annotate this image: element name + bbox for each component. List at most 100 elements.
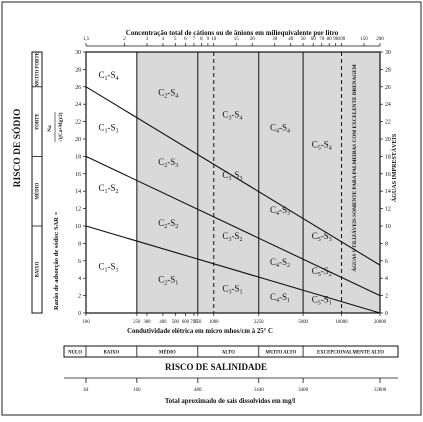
y-axis-tick-label-left: 22 — [75, 120, 81, 126]
top-axis-tick-label: 2 — [123, 37, 126, 42]
y-axis-formula-den: √((Ca+Mg)/2) — [58, 112, 64, 142]
y-axis-tick-label-left: 8 — [78, 241, 81, 247]
tds-axis-tick-label: 160 — [133, 388, 141, 393]
y-axis-tick-label-left: 4 — [78, 276, 81, 282]
y-axis-tick-label-right: 18 — [385, 154, 391, 160]
salinity-zone-label: BAIXO — [104, 351, 120, 356]
y-axis-tick-label-left: 30 — [75, 50, 81, 56]
y-axis-tick-label-right: 14 — [385, 189, 391, 195]
x-axis-tick-label: 400 — [159, 320, 167, 325]
x-axis-tick-label: 20000 — [374, 320, 387, 325]
salinity-zone-label: EXCEPCIONALMENTE ALTO — [317, 351, 384, 356]
y-axis-tick-label-left: 14 — [75, 189, 81, 195]
region-label: C1-S3 — [98, 122, 118, 134]
y-axis-tick-label-right: 26 — [385, 85, 391, 91]
y-axis-tick-label-left: 12 — [75, 207, 81, 213]
region-label: C3-S4 — [222, 109, 242, 121]
tds-axis-tick-label: 64 — [84, 388, 90, 393]
top-axis-tick-label: 70 — [319, 37, 325, 42]
sodium-zone-label: MUITO FORTE — [36, 52, 41, 86]
region-label: C2-S2 — [158, 218, 178, 230]
sodium-zone-label: BAIXO — [36, 261, 41, 277]
y-axis-tick-label-right: 28 — [385, 67, 391, 73]
tds-axis: 64 160 480 1440 3400 12800 — [64, 377, 398, 393]
x-axis-tick-label: 1000 — [209, 320, 219, 325]
top-axis-tick-label: 15 — [234, 37, 240, 42]
region-label: C4-S2 — [270, 257, 290, 269]
y-axis-label: Razão de adsorção de sódio: SAR = — [53, 211, 60, 310]
region-label: C4-S1 — [270, 292, 290, 304]
y-axis-tick-label-right: 30 — [385, 50, 391, 56]
salinity-zone-label: MUITO ALTO — [266, 351, 297, 356]
y-axis-tick-label-right: 6 — [385, 259, 388, 265]
x-axis-tick-label: 600 — [182, 320, 190, 325]
y-axis-tick-label-right: 10 — [385, 224, 391, 230]
region-label: C3-S3 — [222, 170, 242, 182]
x-axis-label: Condutividade elétrica em micro mhos/cm … — [127, 328, 273, 335]
region-label: C3-S2 — [222, 231, 242, 243]
region-label: C1-S2 — [98, 183, 118, 195]
top-axis-tick-label: 200 — [376, 37, 384, 42]
salinity-zone-label: MÉDIO — [159, 350, 176, 356]
top-axis-tick-label: 3 — [146, 37, 149, 42]
salinity-risk-title: RISCO DE SALINIDADE — [165, 362, 267, 372]
y-axis-tick-label-right: 12 — [385, 207, 391, 213]
salinity-bar-frame — [63, 345, 399, 358]
top-axis-tick-label: 8 — [200, 37, 203, 42]
y-axis-tick-label-left: 28 — [75, 67, 81, 73]
y-axis-tick-label-left: 16 — [75, 172, 81, 178]
y-axis-label-group: Razão de adsorção de sódio: SAR = Na √((… — [47, 112, 64, 310]
top-axis-ticks: 1,5 2 3 4 5 6 7 8 9 10 15 20 30 40 50 60 70 80 90 100 150 200 — [83, 37, 384, 47]
x-axis-tick-label: 10000 — [336, 320, 349, 325]
top-axis-tick-label: 40 — [288, 37, 294, 42]
top-axis-tick-label: 5 — [174, 37, 177, 42]
y-axis-tick-label-left: 6 — [78, 259, 81, 265]
y-axis-tick-label-right: 16 — [385, 172, 391, 178]
top-axis-tick-label: 30 — [272, 37, 278, 42]
salinity-zone-label: ALTO — [222, 351, 235, 356]
salinity-zone-label: NULO — [68, 351, 82, 356]
region-label: C5-S3 — [312, 231, 332, 243]
sodium-risk-bar: BAIXO MÉDIO FORTE MUITO FORTE — [31, 51, 43, 314]
plot-lines: C1-S4 C1-S3 C1-S2 C1-S1 C2-S4 C2-S3 C2-S2 C2-S1… — [85, 51, 381, 314]
y-axis-tick-label-right: 4 — [385, 276, 388, 282]
salinity-risk-bar: NULO BAIXO MÉDIO ALTO MUITO ALTO EXCEPCIONALM… — [63, 345, 399, 358]
sodium-boundary-line-1 — [85, 225, 381, 314]
y-axis-tick-label-right: 20 — [385, 137, 391, 143]
top-axis-tick-label: 9 — [207, 37, 210, 42]
tds-axis-tick-label: 480 — [194, 388, 202, 393]
top-axis-tick-label: 1,5 — [83, 37, 90, 42]
tds-axis-tick-label: 1440 — [254, 388, 265, 393]
y-axis-tick-label-right: 2 — [385, 294, 388, 300]
tds-axis-label: Total aproximado de sais dissolvidos em … — [165, 398, 295, 405]
y-axis-formula-num: Na — [47, 125, 53, 132]
region-label: C4-S4 — [270, 122, 290, 134]
top-axis-tick-label: 10 — [211, 37, 217, 42]
sodium-zone-label: MÉDIO — [35, 183, 41, 200]
y-axis-tick-label-left: 18 — [75, 154, 81, 160]
y-axis-tick-label-right: 8 — [385, 241, 388, 247]
top-axis-tick-label: 150 — [360, 37, 368, 42]
y-axis-tick-label-left: 26 — [75, 85, 81, 91]
sodium-risk-title: RISCO DE SÓDIO — [11, 109, 23, 188]
top-axis-tick-label: 4 — [162, 37, 165, 42]
x-axis-tick-label: 750 — [194, 320, 202, 325]
sodium-zone-label: FORTE — [36, 113, 41, 129]
sodium-boundary-line-3 — [85, 86, 381, 266]
y-axis-tick-label-left: 2 — [78, 294, 81, 300]
top-axis-tick-label: 80 — [327, 37, 333, 42]
region-label: C3-S1 — [222, 283, 242, 295]
y-axis-tick-label-right: 0 — [385, 311, 388, 317]
region-label: C1-S4 — [98, 70, 118, 82]
top-axis-tick-label: 20 — [250, 37, 256, 42]
plot-regions — [86, 52, 380, 313]
y-axis-tick-label-left: 0 — [78, 311, 81, 317]
y-axis-tick-label-left: 24 — [75, 102, 81, 108]
tds-axis-tick-label: 12800 — [374, 388, 387, 393]
x-axis-tick-label: 500 — [172, 320, 180, 325]
top-axis-label: Concentração total de cátions ou de ânio… — [126, 29, 339, 37]
plot-border — [85, 51, 381, 314]
x-axis-tick-label: 250 — [133, 320, 141, 325]
